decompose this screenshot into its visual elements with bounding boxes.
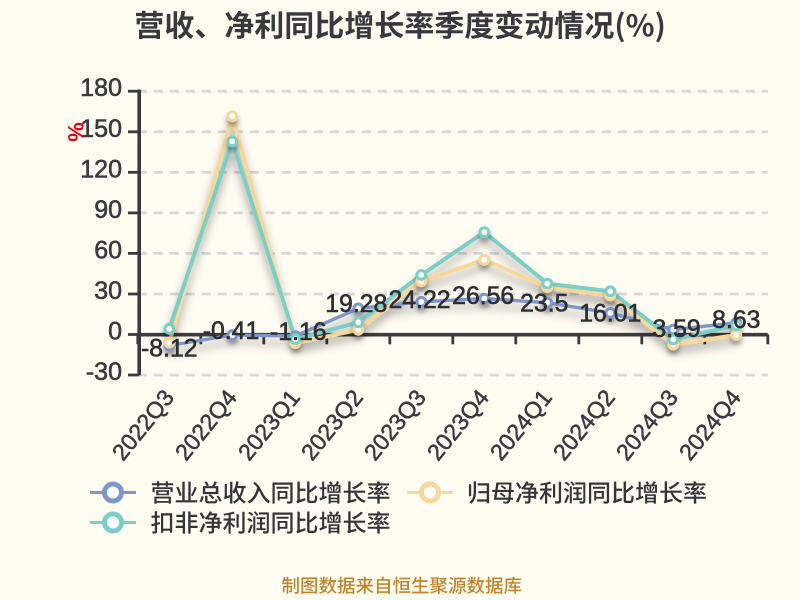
svg-text:0: 0: [108, 318, 122, 346]
svg-text:26.56: 26.56: [452, 283, 514, 310]
svg-text:-0.41: -0.41: [203, 318, 260, 345]
svg-text:19.28: 19.28: [325, 291, 387, 318]
svg-text:30: 30: [94, 277, 122, 305]
svg-text:90: 90: [94, 196, 122, 224]
svg-text:60: 60: [94, 236, 122, 264]
svg-text:24.22: 24.22: [388, 287, 450, 314]
svg-text:3.59: 3.59: [652, 316, 700, 343]
svg-text:%: %: [63, 122, 88, 142]
svg-text:120: 120: [80, 155, 122, 183]
svg-text:150: 150: [80, 115, 122, 143]
svg-text:-1.16: -1.16: [270, 319, 327, 346]
svg-text:-30: -30: [86, 358, 122, 386]
svg-text:16.01: 16.01: [579, 300, 641, 327]
svg-text:8.63: 8.63: [712, 307, 760, 334]
svg-text:180: 180: [80, 74, 122, 102]
svg-text:-8.12: -8.12: [141, 336, 198, 363]
svg-text:23.5: 23.5: [520, 290, 568, 317]
